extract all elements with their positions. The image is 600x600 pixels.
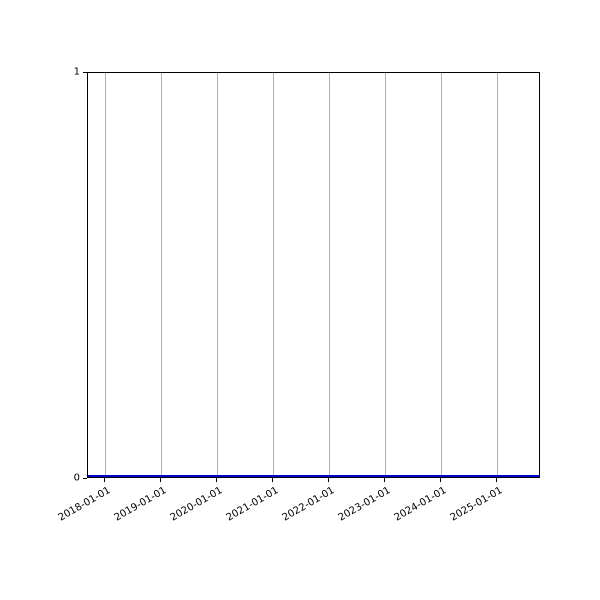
x-gridline (441, 73, 442, 477)
x-tick (384, 478, 385, 482)
y-tick-label: 1 (73, 66, 80, 78)
x-gridline (161, 73, 162, 477)
data-line-flat-zero (88, 475, 539, 477)
x-gridline (385, 73, 386, 477)
x-gridline (217, 73, 218, 477)
x-gridline (273, 73, 274, 477)
x-tick (216, 478, 217, 482)
x-tick-label: 2022-01-01 (280, 485, 337, 524)
x-tick (104, 478, 105, 482)
x-gridline (105, 73, 106, 477)
y-tick (83, 72, 87, 73)
x-tick-label: 2018-01-01 (56, 485, 113, 524)
y-tick (83, 478, 87, 479)
x-tick-label: 2023-01-01 (336, 485, 393, 524)
x-tick (160, 478, 161, 482)
x-tick (272, 478, 273, 482)
x-tick-label: 2021-01-01 (224, 485, 281, 524)
x-tick-label: 2024-01-01 (392, 485, 449, 524)
x-gridline (329, 73, 330, 477)
x-tick (440, 478, 441, 482)
y-tick-label: 0 (73, 472, 80, 484)
x-tick (496, 478, 497, 482)
plot-area (87, 72, 540, 478)
x-gridline (497, 73, 498, 477)
x-tick-label: 2019-01-01 (112, 485, 169, 524)
x-tick (328, 478, 329, 482)
x-tick-label: 2025-01-01 (448, 485, 505, 524)
x-tick-label: 2020-01-01 (168, 485, 225, 524)
